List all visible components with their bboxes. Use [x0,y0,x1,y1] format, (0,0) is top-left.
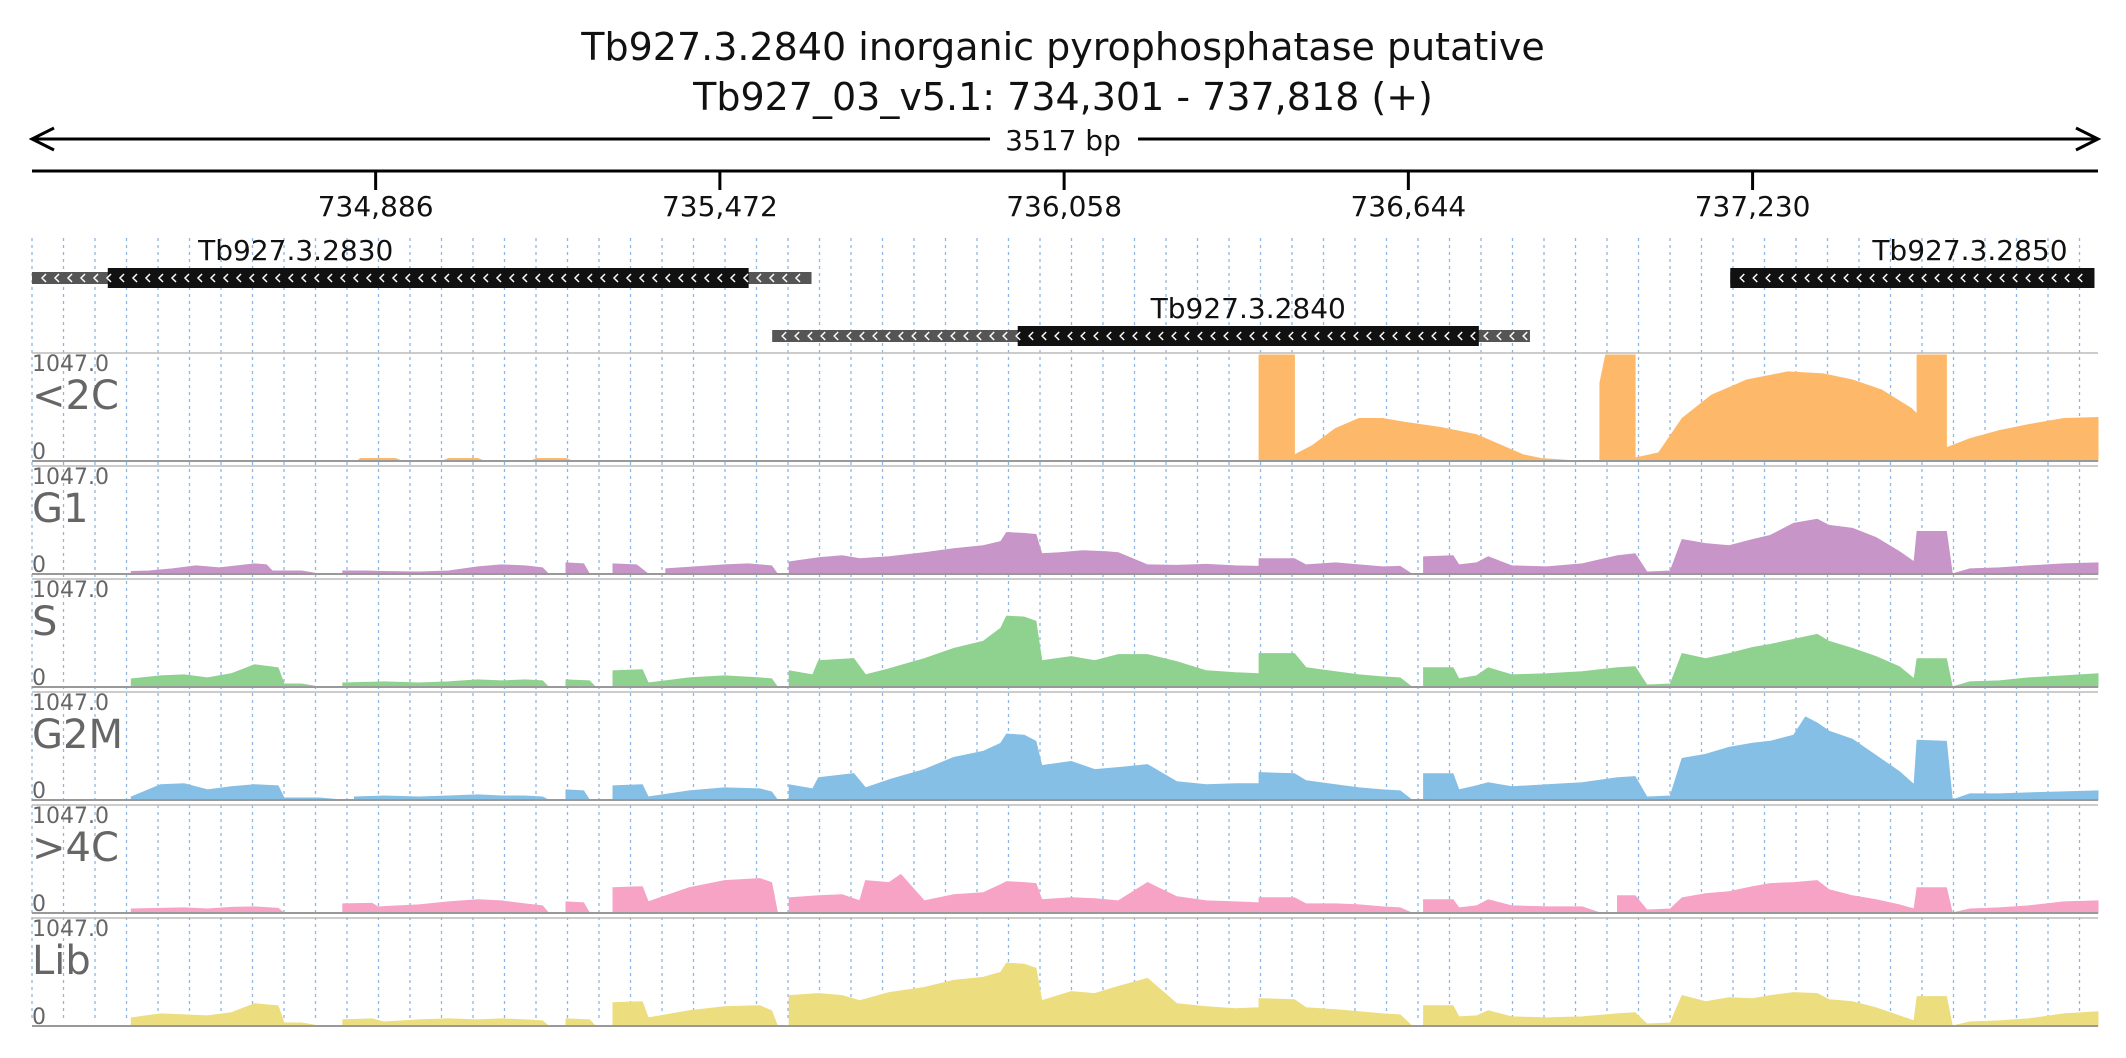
track-ymax-label-3: 1047.0 [32,691,109,716]
track-ymax-label-1: 1047.0 [32,465,109,490]
coverage-tracks: 1047.0<2C01047.0G101047.0S01047.0G2M0104… [32,352,2099,1030]
coverage-area-2 [32,615,2099,688]
gene-strand-arrows-0 [40,273,801,283]
gene-models: Tb927.3.2830 Tb927.3.2840 Tb927.3.2850 [32,234,2095,346]
track-name-4: >4C [32,825,119,871]
axis-tick-label-1: 735,472 [662,190,778,223]
track-name-2: S [32,599,57,645]
gene-label-1: Tb927.3.2840 [1150,292,1346,325]
track-ymax-label-2: 1047.0 [32,578,109,603]
track-ymin-label-0: 0 [32,440,46,465]
chart-subtitle: Tb927_03_v5.1: 734,301 - 737,818 (+) [692,75,1433,119]
track-ymin-label-4: 0 [32,892,46,917]
axis-ticks: 734,886 735,472 736,058 736,644 737,230 [318,171,1811,223]
chart-title: Tb927.3.2840 inorganic pyrophosphatase p… [580,25,1544,69]
track-name-5: Lib [32,938,91,984]
coverage-area-5 [32,962,2099,1027]
track-ymin-label-1: 0 [32,553,46,578]
coverage-area-3 [32,716,2099,801]
axis-tick-label-2: 736,058 [1006,190,1122,223]
axis-tick-label-0: 734,886 [318,190,434,223]
span-arrow [28,126,2102,152]
span-label: 3517 bp [1005,124,1121,157]
axis-tick-label-3: 736,644 [1350,190,1466,223]
gene-cds-0 [107,268,749,288]
track-ymax-label-4: 1047.0 [32,804,109,829]
coverage-area-4 [32,873,2099,914]
gene-label-2: Tb927.3.2850 [1871,234,2067,267]
track-name-3: G2M [32,712,123,758]
track-ymin-label-2: 0 [32,666,46,691]
track-ymax-label-0: 1047.0 [32,352,109,377]
track-ymin-label-3: 0 [32,779,46,804]
track-ymax-label-5: 1047.0 [32,917,109,942]
gene-cds-2 [1730,268,2095,288]
gene-strand-arrows-1 [781,331,1528,341]
track-ymin-label-5: 0 [32,1005,46,1030]
axis-tick-label-4: 737,230 [1695,190,1811,223]
coverage-area-1 [32,518,2099,575]
coverage-area-0 [32,354,2099,462]
gene-cds-1 [1017,326,1479,346]
track-name-1: G1 [32,486,88,532]
gene-strand-arrows-2 [1739,273,2083,283]
gene-label-0: Tb927.3.2830 [197,234,393,267]
track-name-0: <2C [32,373,119,419]
